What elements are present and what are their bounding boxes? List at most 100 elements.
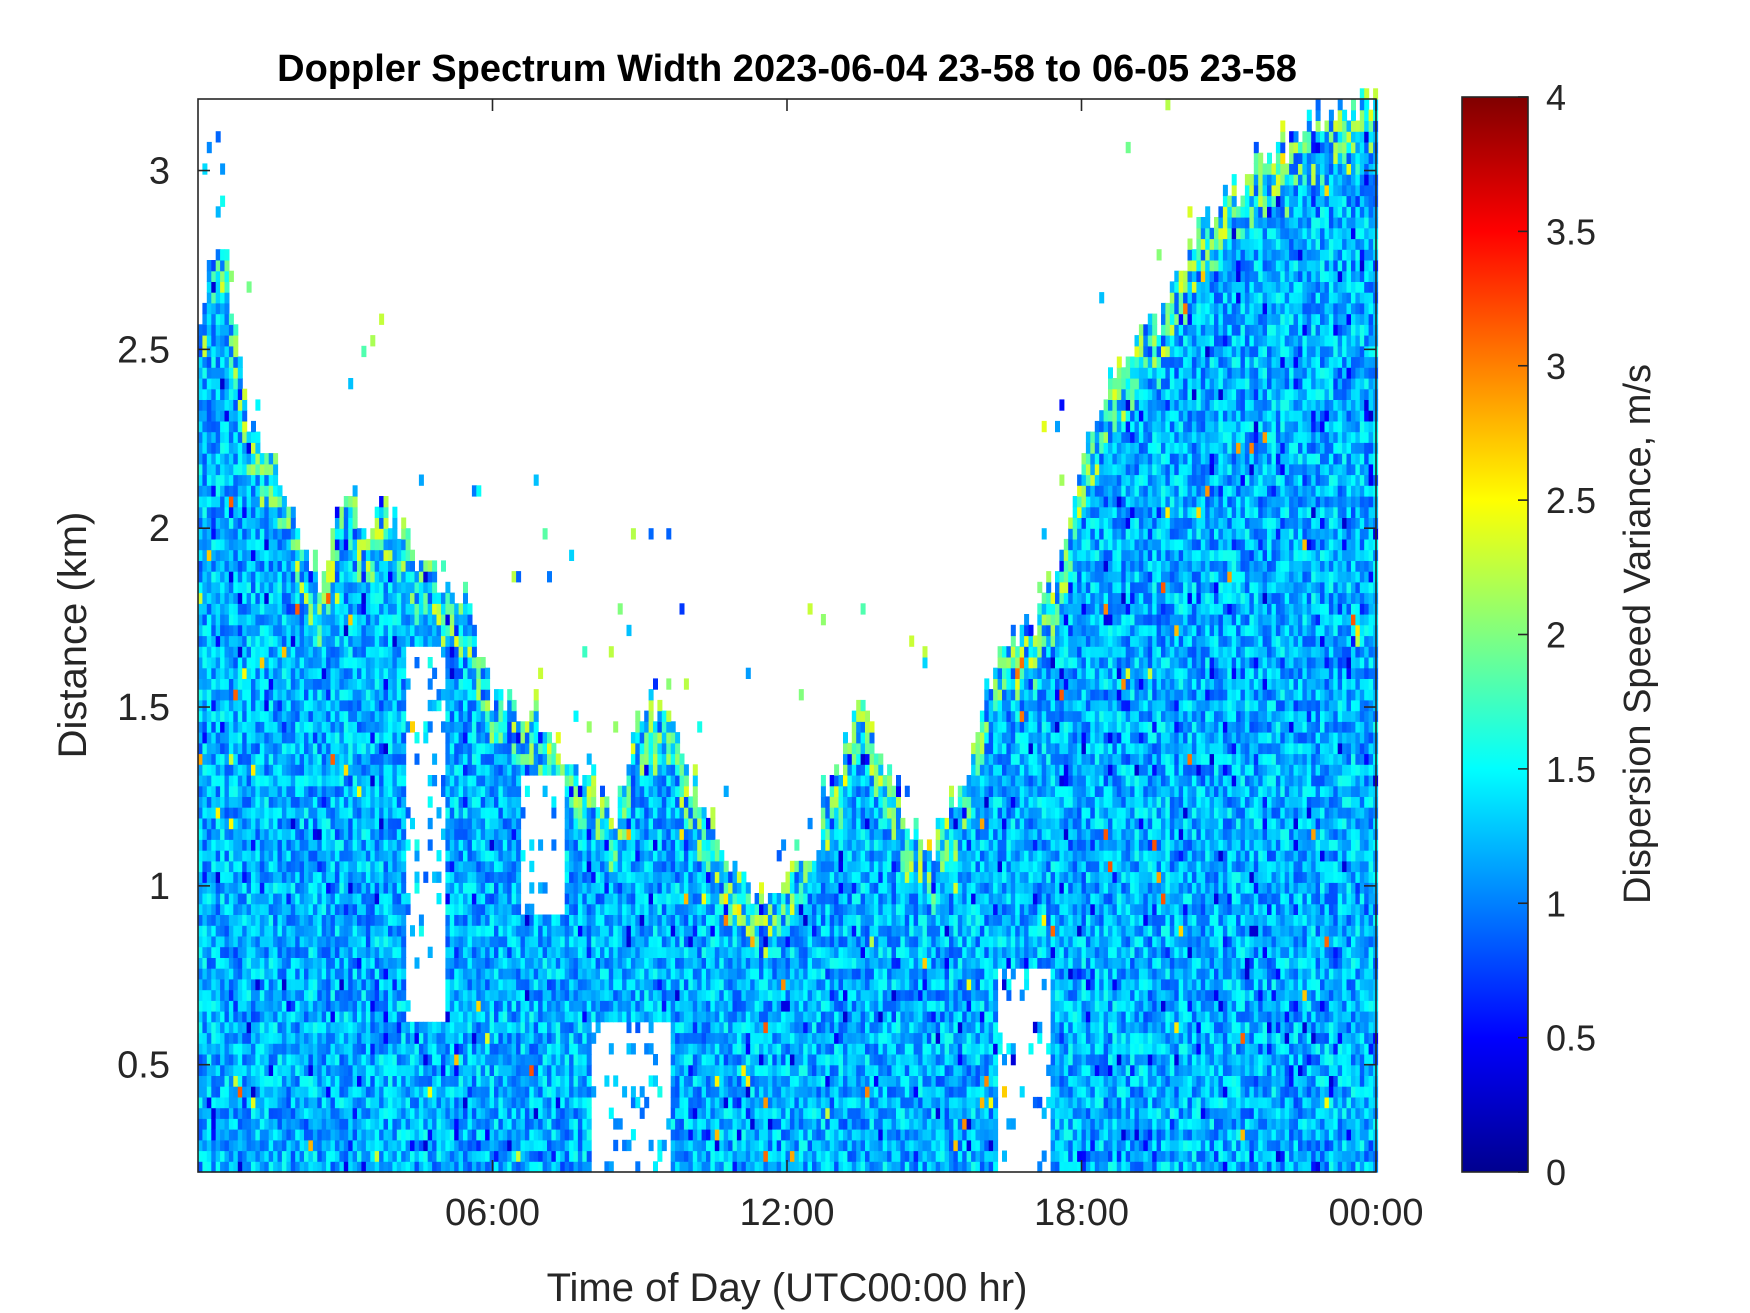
heatmap-cell (507, 1032, 513, 1044)
heatmap-cell (220, 807, 226, 819)
heatmap-cell (388, 560, 393, 572)
heatmap-cell (259, 946, 265, 958)
heatmap-cell (427, 721, 433, 733)
heatmap-cell (489, 1150, 495, 1162)
heatmap-cell (220, 957, 226, 969)
heatmap-cell (268, 1096, 274, 1109)
heatmap-cell (396, 538, 402, 551)
heatmap-cell (334, 882, 340, 894)
heatmap-cell (277, 485, 283, 497)
heatmap-cell (551, 742, 557, 755)
heatmap-cell (202, 978, 208, 991)
heatmap-cell (374, 946, 380, 958)
heatmap-cell (613, 828, 619, 840)
heatmap-cell (365, 753, 371, 765)
heatmap-cell (370, 893, 376, 905)
heatmap-cell (206, 828, 212, 840)
heatmap-cell (317, 775, 323, 787)
heatmap-cell (476, 860, 482, 873)
heatmap-cell (374, 721, 380, 733)
heatmap-cell (259, 1107, 265, 1119)
heatmap-cell (251, 796, 256, 808)
heatmap-cell (542, 764, 548, 776)
heatmap-cell (206, 485, 212, 497)
heatmap-cell (330, 828, 336, 840)
heatmap-cell (449, 1054, 455, 1066)
heatmap-cell (449, 689, 455, 701)
heatmap-cell (339, 721, 345, 733)
heatmap-cell (586, 860, 592, 873)
heatmap-cell (401, 871, 407, 883)
heatmap-cell (259, 893, 265, 905)
heatmap-cell (524, 989, 530, 1001)
heatmap-cell (268, 850, 274, 862)
heatmap-cell (511, 914, 517, 926)
heatmap-cell (436, 1021, 442, 1034)
heatmap-cell (458, 968, 464, 980)
heatmap-cell (330, 882, 336, 894)
heatmap-cell (485, 1011, 491, 1023)
heatmap-cell (264, 635, 270, 647)
heatmap-cell (622, 796, 628, 808)
heatmap-cell (299, 699, 305, 712)
heatmap-cell (246, 989, 252, 1001)
heatmap-cell (458, 946, 464, 958)
heatmap-cell (370, 592, 376, 604)
heatmap-cell (228, 335, 234, 347)
heatmap-cell (211, 710, 217, 722)
heatmap-cell (476, 1086, 482, 1098)
heatmap-cell (498, 914, 504, 926)
heatmap-cell (379, 978, 385, 991)
heatmap-cell (383, 914, 389, 926)
heatmap-cell (259, 678, 265, 690)
heatmap-cell (370, 1086, 376, 1098)
heatmap-cell (467, 646, 473, 658)
heatmap-cell (317, 882, 323, 894)
heatmap-cell (206, 624, 212, 637)
heatmap-cell (211, 860, 217, 873)
heatmap-cell (246, 528, 252, 540)
heatmap-cell (242, 560, 248, 572)
heatmap-cell (569, 764, 575, 776)
heatmap-cell (529, 935, 535, 948)
heatmap-cell (326, 796, 332, 808)
heatmap-cell (538, 667, 544, 679)
heatmap-cell (330, 978, 336, 991)
heatmap-cell (264, 1000, 270, 1012)
heatmap-cell (600, 871, 605, 883)
heatmap-cell (471, 1129, 477, 1141)
heatmap-cell (281, 828, 287, 840)
heatmap-cell (251, 431, 256, 443)
heatmap-cell (494, 935, 499, 948)
heatmap-cell (317, 1107, 323, 1119)
heatmap-cell (352, 1118, 358, 1130)
heatmap-cell (555, 946, 561, 958)
heatmap-cell (538, 839, 544, 851)
heatmap-cell (595, 817, 601, 830)
heatmap-cell (312, 742, 318, 755)
heatmap-cell (388, 1011, 393, 1023)
heatmap-cell (237, 678, 243, 690)
heatmap-cell (304, 1043, 309, 1055)
heatmap-cell (529, 925, 535, 937)
heatmap-cell (502, 882, 508, 894)
heatmap-cell (286, 549, 292, 561)
heatmap-cell (458, 1000, 464, 1012)
heatmap-cell (224, 506, 230, 518)
heatmap-cell (330, 946, 336, 958)
heatmap-cell (224, 1096, 230, 1109)
heatmap-cell (233, 646, 239, 658)
heatmap-cell (339, 914, 345, 926)
heatmap-cell (215, 367, 221, 379)
heatmap-cell (396, 1139, 402, 1152)
heatmap-cell (215, 989, 221, 1001)
heatmap-cell (564, 978, 570, 991)
heatmap-cell (198, 978, 203, 991)
heatmap-cell (273, 775, 279, 787)
heatmap-cell (476, 828, 482, 840)
heatmap-cell (586, 1021, 592, 1034)
heatmap-cell (312, 957, 318, 969)
heatmap-cell (582, 1096, 588, 1109)
heatmap-cell (622, 935, 628, 948)
heatmap-cell (529, 882, 535, 894)
